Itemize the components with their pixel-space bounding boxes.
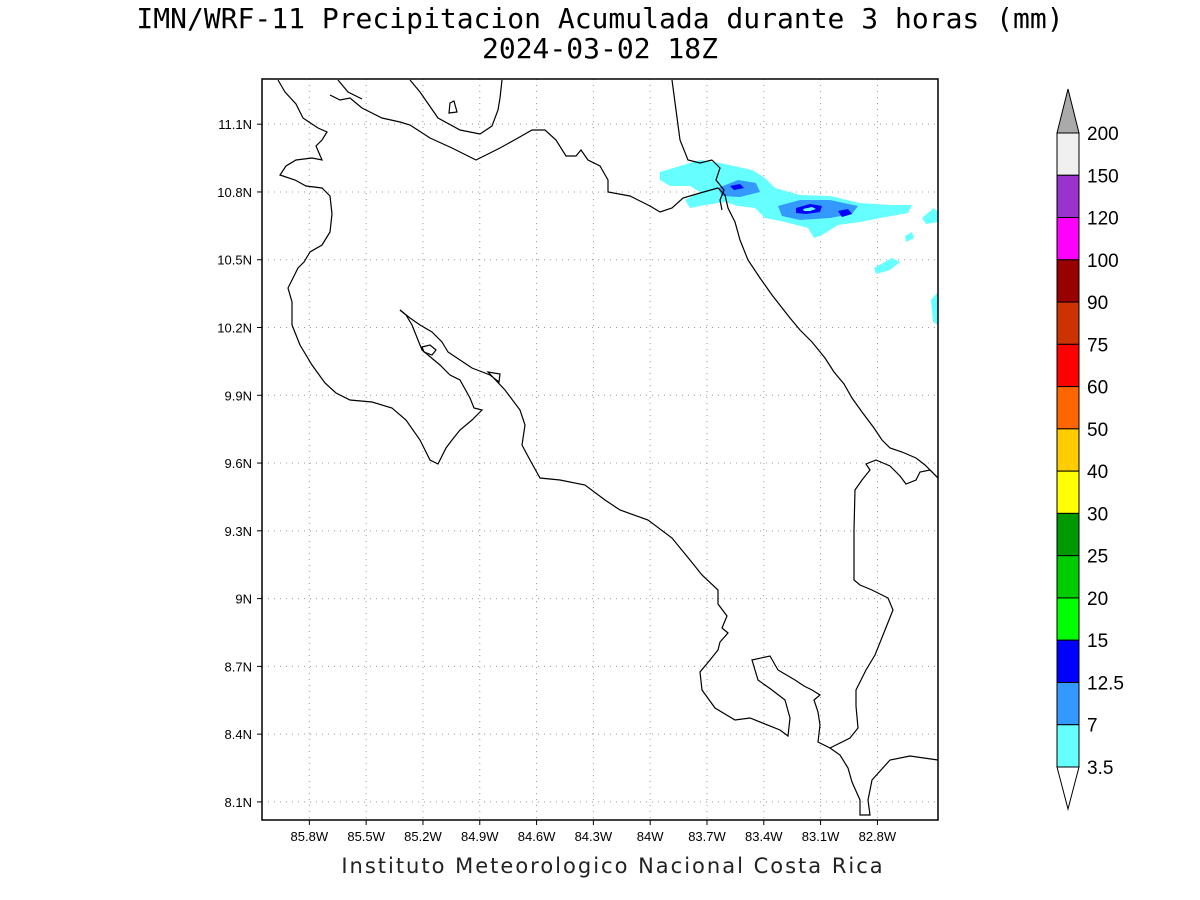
lat-tick-label: 8.7N: [225, 659, 252, 674]
colorbar: 200 150 120 100 90 75 60 50 40 30 25 20 15 12.5 7 3.5: [1056, 88, 1124, 811]
lon-tick-label: 85.2W: [404, 829, 442, 844]
lat-tick-label: 10.2N: [217, 321, 252, 336]
lon-tick-label: 84.3W: [575, 829, 613, 844]
latitude-tick-labels: 11.1N 10.8N 10.5N 10.2N 9.9N 9.6N 9.3N 9N 8.7N 8.…: [217, 117, 252, 810]
lon-tick-label: 82.8W: [859, 829, 897, 844]
precip-core-cyan: [803, 207, 816, 211]
precipitation-layer: [660, 160, 938, 325]
lon-tick-label: 85.5W: [347, 829, 385, 844]
panama-border: [711, 159, 725, 211]
colorbar-level-label: 40: [1087, 462, 1108, 483]
nicaragua-shore-upper: [337, 79, 363, 100]
colorbar-level-label: 25: [1087, 547, 1108, 568]
colorbar-segment: [1056, 512, 1080, 557]
precip-area-cyan: [660, 160, 938, 325]
lon-tick-label: 84.9W: [461, 829, 499, 844]
lat-tick-label: 9N: [235, 592, 252, 607]
lat-tick-label: 8.1N: [225, 795, 252, 810]
lat-tick-label: 9.3N: [225, 524, 252, 539]
colorbar-segment: [1056, 724, 1080, 768]
osa-bay: [829, 747, 939, 816]
colorbar-bottom-arrow: [1056, 766, 1080, 811]
colorbar-level-label: 20: [1087, 589, 1108, 610]
colorbar-segment: [1056, 555, 1080, 599]
lake-shore: [409, 79, 503, 135]
lat-tick-label: 9.6N: [225, 456, 252, 471]
map-frame: [261, 78, 939, 821]
colorbar-segment: [1056, 132, 1080, 176]
nicaragua-border: [329, 94, 719, 213]
colorbar-level-label: 30: [1087, 504, 1108, 525]
lon-tick-label: 83.7W: [688, 829, 726, 844]
lon-tick-label: 83.4W: [745, 829, 783, 844]
colorbar-segment: [1056, 217, 1080, 261]
lat-tick-label: 11.1N: [218, 117, 252, 132]
gulf-nicoya: [399, 309, 939, 749]
lat-tick-label: 10.8N: [217, 185, 252, 200]
map-title: IMN/WRF-11 Precipitacion Acumulada duran…: [136, 2, 1064, 35]
lake-island: [421, 344, 437, 356]
colorbar-segment: [1056, 259, 1080, 303]
lat-tick-label: 10.5N: [217, 253, 252, 268]
colorbar-level-label: 7: [1087, 716, 1098, 737]
colorbar-level-label: 100: [1087, 251, 1119, 272]
colorbar-level-label: 200: [1087, 124, 1119, 145]
colorbar-level-label: 15: [1087, 631, 1108, 652]
colorbar-level-label: 3.5: [1087, 758, 1113, 779]
island-outline: [448, 100, 458, 114]
footer-credit: Instituto Meteorologico Nacional Costa R…: [341, 854, 885, 878]
lon-tick-label: 85.8W: [291, 829, 329, 844]
colorbar-level-label: 90: [1087, 293, 1108, 314]
map-subtitle: 2024-03-02 18Z: [481, 32, 718, 65]
colorbar-level-label: 150: [1087, 166, 1119, 187]
lon-tick-label: 84.6W: [518, 829, 556, 844]
colorbar-top-arrow: [1056, 88, 1080, 134]
colorbar-segment: [1056, 174, 1080, 219]
colorbar-segment: [1056, 681, 1080, 726]
colorbar-level-label: 120: [1087, 209, 1119, 230]
colorbar-segment: [1056, 301, 1080, 345]
grid-lines: [257, 79, 938, 825]
top-ne-coast: [671, 79, 713, 164]
caribbean-coast: [717, 187, 939, 479]
colorbar-segment: [1056, 428, 1080, 472]
colorbar-level-label: 60: [1087, 378, 1108, 399]
lat-tick-label: 9.9N: [225, 388, 252, 403]
longitude-tick-labels: 85.8W 85.5W 85.2W 84.9W 84.6W 84.3W 84W 83.7W 83…: [291, 829, 897, 844]
nw-coast: [277, 79, 484, 465]
colorbar-segment: [1056, 597, 1080, 641]
colorbar-segment: [1056, 386, 1080, 430]
colorbar-level-label: 12.5: [1087, 673, 1124, 694]
colorbar-segment: [1056, 470, 1080, 514]
colorbar-level-label: 75: [1087, 335, 1108, 356]
lon-tick-label: 84W: [637, 829, 664, 844]
lon-tick-label: 83.1W: [802, 829, 840, 844]
colorbar-segment: [1056, 639, 1080, 683]
lat-tick-label: 8.4N: [225, 727, 252, 742]
coastlines: [277, 79, 939, 816]
colorbar-level-label: 50: [1087, 420, 1108, 441]
colorbar-segment: [1056, 343, 1080, 388]
